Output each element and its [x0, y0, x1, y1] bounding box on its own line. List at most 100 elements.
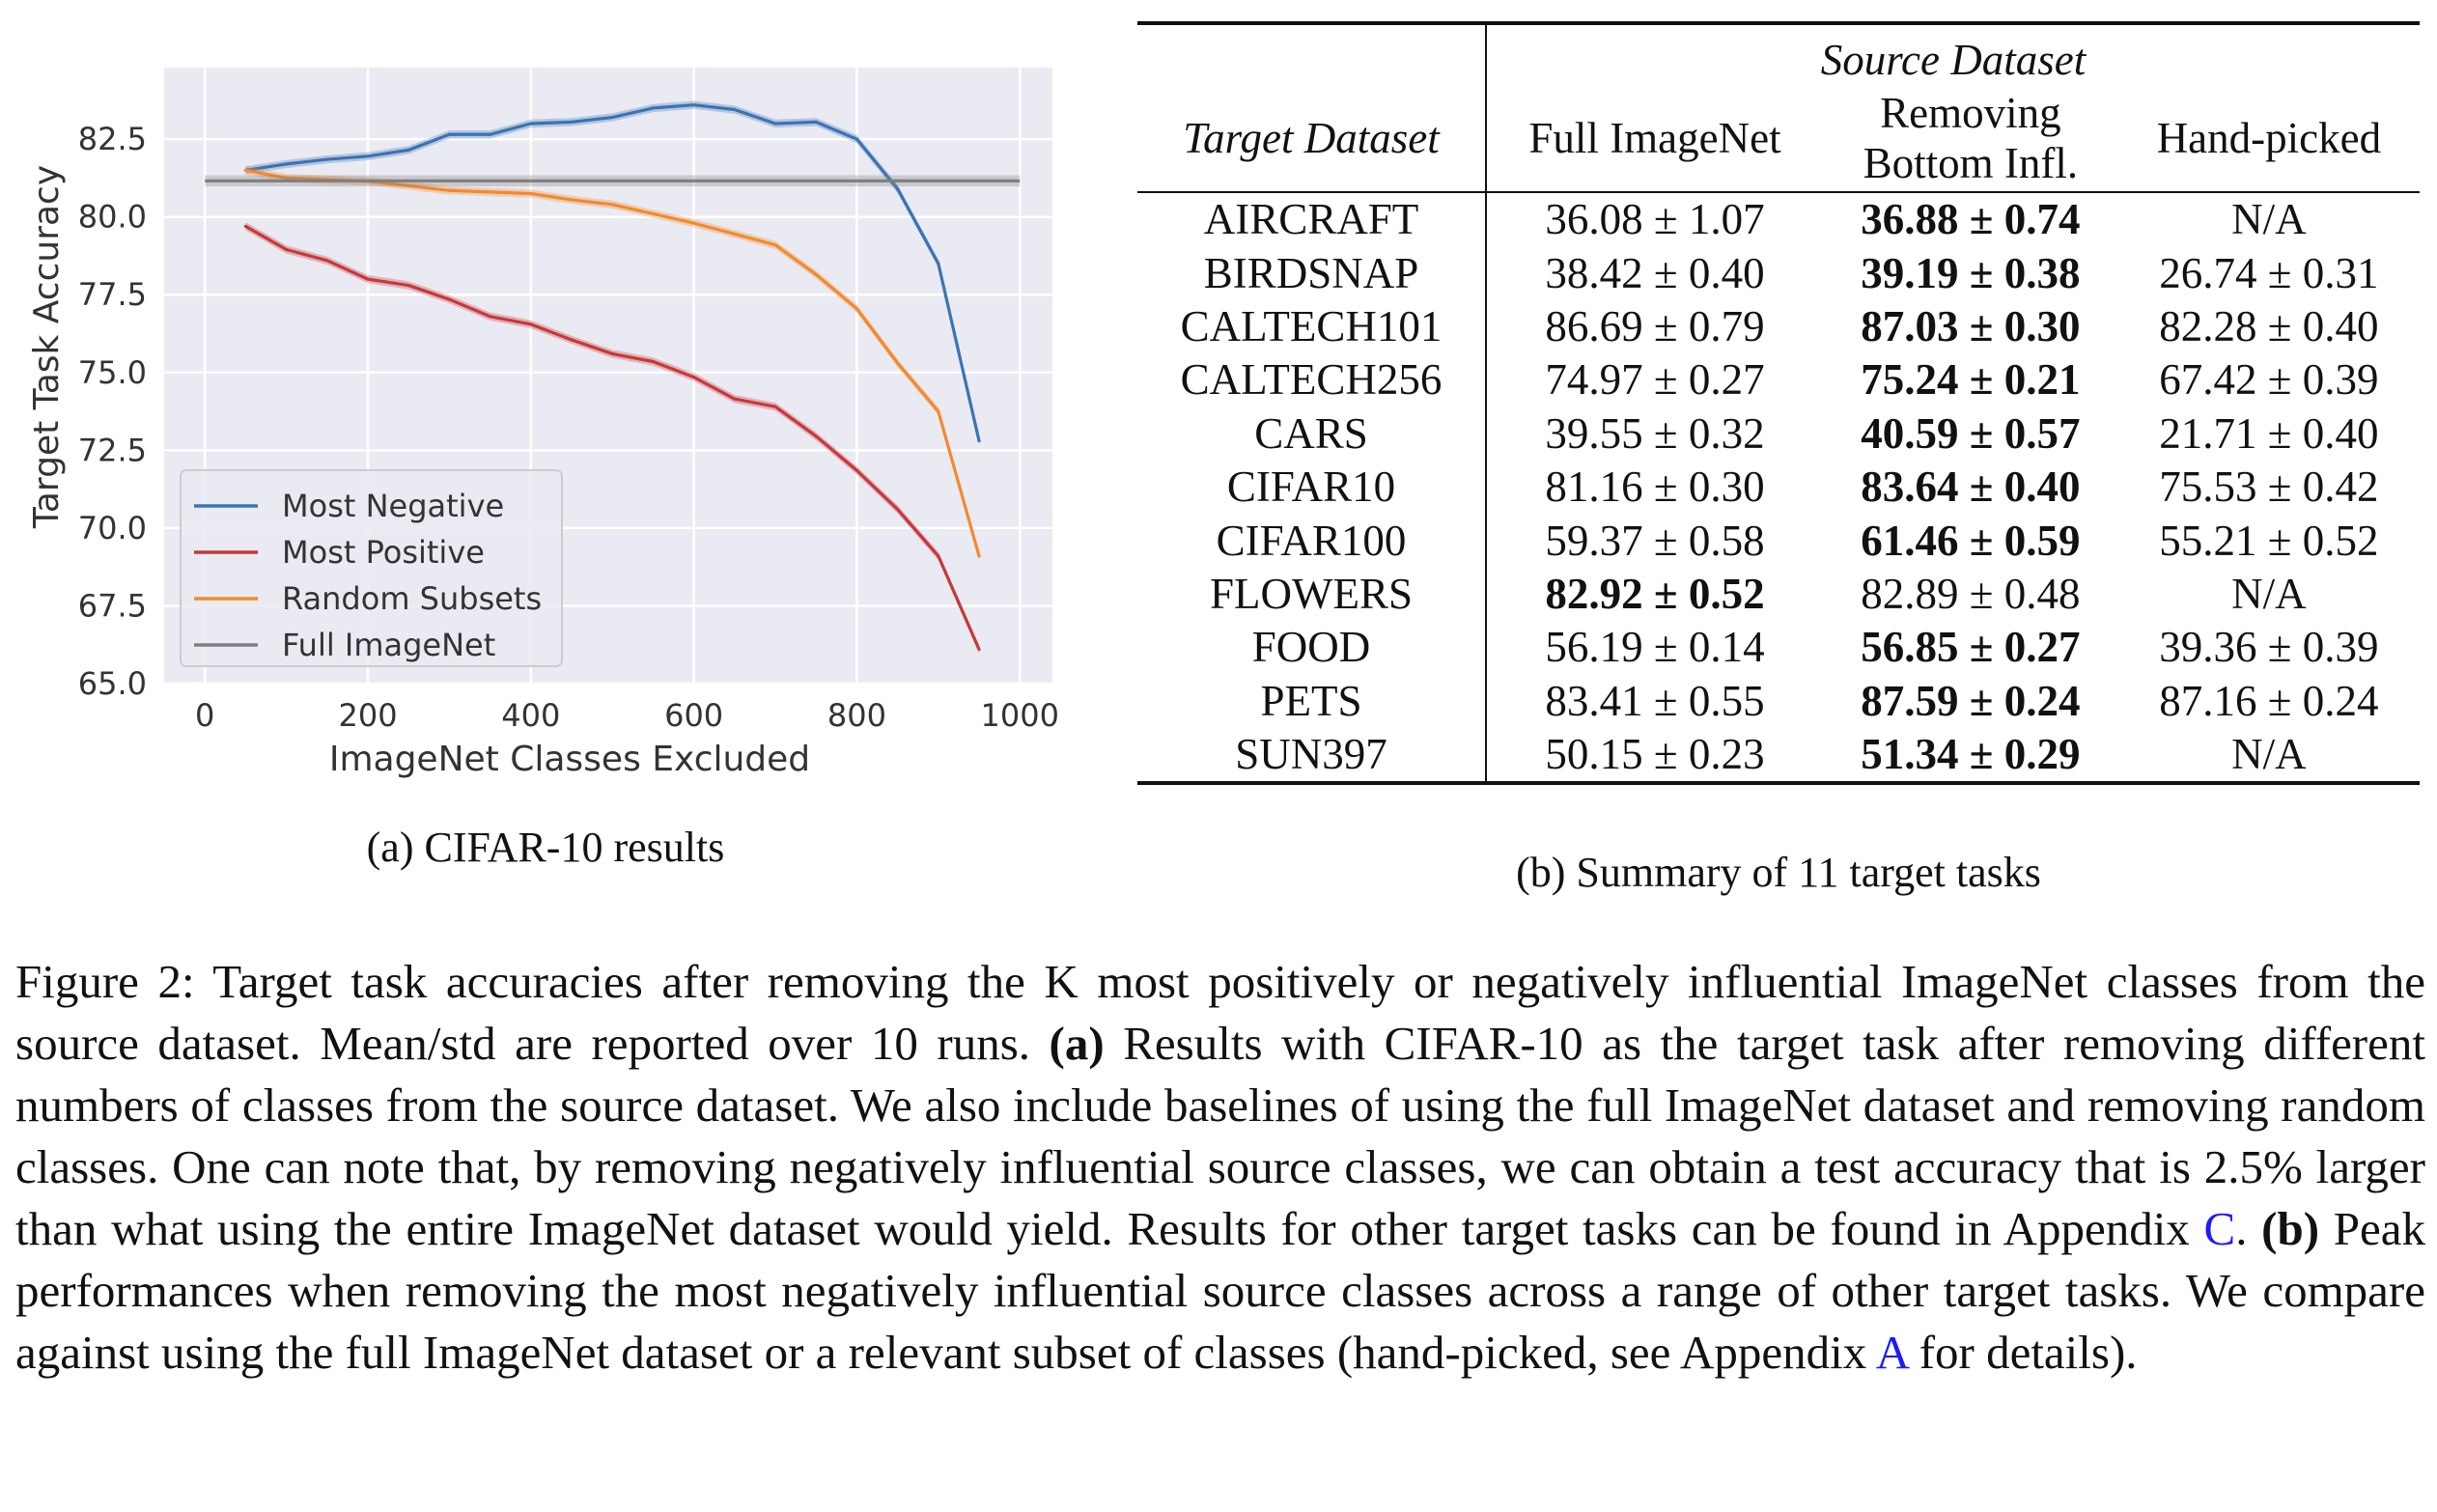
- hand-picked-cell: 87.16 ± 0.24: [2159, 676, 2379, 725]
- table-header-row-1: Source Dataset: [1137, 23, 2420, 85]
- series-point: [610, 115, 614, 120]
- dataset-name-cell: CARS: [1137, 406, 1487, 461]
- series-point: [854, 307, 859, 311]
- series-point: [977, 439, 981, 443]
- summary-table-panel: Source Dataset Target Dataset Full Image…: [1137, 21, 2420, 786]
- legend-label: Full ImageNet: [282, 627, 495, 663]
- x-tick-label: 600: [664, 697, 723, 734]
- series-point: [854, 468, 859, 472]
- dataset-name-cell: CALTECH101: [1137, 299, 1487, 354]
- series-point: [325, 157, 329, 161]
- series-point: [610, 203, 614, 207]
- series-point: [773, 243, 777, 247]
- table-row: FLOWERS 82.92 ± 0.52 82.89 ± 0.48 N/A: [1137, 567, 2420, 622]
- removing-bottom-cell: 87.03 ± 0.30: [1861, 301, 2081, 350]
- x-tick-label: 200: [338, 697, 397, 734]
- subcaption-a: (a) CIFAR-10 results: [366, 824, 725, 871]
- series-point: [651, 211, 656, 216]
- series-point: [773, 405, 777, 408]
- series-point: [651, 359, 656, 364]
- series-point: [529, 322, 533, 326]
- hand-picked-cell: N/A: [2231, 730, 2307, 779]
- full-imagenet-cell: 83.41 ± 0.55: [1545, 676, 1765, 725]
- hand-picked-cell: 26.74 ± 0.31: [2159, 248, 2379, 297]
- appendix-c-link[interactable]: C: [2203, 1202, 2236, 1255]
- removing-bottom-cell: 40.59 ± 0.57: [1861, 408, 2081, 458]
- series-point: [529, 191, 533, 196]
- series-point: [937, 262, 940, 266]
- header-spacer: [1137, 23, 1487, 85]
- legend-box: [180, 469, 563, 667]
- series-point: [814, 434, 818, 438]
- legend-label: Random Subsets: [282, 580, 542, 617]
- legend-label: Most Positive: [282, 534, 485, 571]
- removing-bottom-cell: 83.64 ± 0.40: [1861, 462, 2081, 512]
- series-point: [447, 188, 452, 192]
- table-body: AIRCRAFT 36.08 ± 1.07 36.88 ± 0.74 N/A BIRDS…: [1137, 192, 2420, 784]
- caption-text-1: Figure 2: Target task accuracies after r…: [15, 955, 2425, 1070]
- appendix-a-link[interactable]: A: [1875, 1326, 1908, 1379]
- dataset-name-cell: PETS: [1137, 674, 1487, 728]
- full-imagenet-cell: 74.97 ± 0.27: [1545, 355, 1765, 405]
- dataset-name-cell: CALTECH256: [1137, 353, 1487, 407]
- series-point: [285, 162, 289, 166]
- table-row: CALTECH256 74.97 ± 0.27 75.24 ± 0.21 67.42 …: [1137, 353, 2420, 407]
- dataset-name-cell: SUN397: [1137, 727, 1487, 784]
- table-row: AIRCRAFT 36.08 ± 1.07 36.88 ± 0.74 N/A: [1137, 192, 2420, 247]
- series-point: [610, 351, 614, 356]
- series-point: [285, 247, 289, 252]
- table-row: CIFAR100 59.37 ± 0.58 61.46 ± 0.59 55.21 ± …: [1137, 514, 2420, 568]
- full-imagenet-cell: 56.19 ± 0.14: [1545, 623, 1765, 672]
- y-tick-label: 75.0: [78, 354, 147, 391]
- series-point: [570, 198, 574, 202]
- y-tick-label: 82.5: [78, 121, 147, 157]
- hand-picked-cell: 21.71 ± 0.40: [2159, 408, 2379, 458]
- table-row: SUN397 50.15 ± 0.23 51.34 ± 0.29 N/A: [1137, 727, 2420, 784]
- series-point: [570, 120, 574, 124]
- table-row: FOOD 56.19 ± 0.14 56.85 ± 0.27 39.36 ± 0.39: [1137, 621, 2420, 675]
- summary-table: Source Dataset Target Dataset Full Image…: [1137, 21, 2420, 786]
- series-point: [406, 283, 410, 288]
- caption-text-3: .: [2235, 1202, 2262, 1255]
- series-point: [529, 122, 533, 126]
- y-axis-label: Target Task Accuracy: [27, 165, 67, 529]
- subcaption-b: (b) Summary of 11 target tasks: [1516, 849, 2041, 896]
- series-point: [733, 107, 737, 112]
- dataset-name-cell: CIFAR100: [1137, 514, 1487, 568]
- series-point: [447, 297, 452, 301]
- series-point: [243, 168, 248, 172]
- hand-picked-cell: 82.28 ± 0.40: [2159, 301, 2379, 350]
- hand-picked-cell: 39.36 ± 0.39: [2159, 623, 2379, 672]
- hand-picked-cell: 75.53 ± 0.42: [2159, 462, 2379, 512]
- series-point: [570, 338, 574, 342]
- table-row: CARS 39.55 ± 0.32 40.59 ± 0.57 21.71 ± 0.40: [1137, 406, 2420, 461]
- full-imagenet-cell: 82.92 ± 0.52: [1545, 569, 1765, 618]
- removing-bottom-header: Removing Bottom Infl.: [1823, 85, 2118, 193]
- series-point: [447, 132, 452, 136]
- dataset-name-cell: CIFAR10: [1137, 460, 1487, 515]
- x-axis-label: ImageNet Classes Excluded: [329, 740, 810, 779]
- series-point: [366, 154, 370, 158]
- removing-bottom-cell: 61.46 ± 0.59: [1861, 516, 2081, 565]
- removing-bottom-cell: 82.89 ± 0.48: [1861, 569, 2081, 618]
- x-tick-label: 1000: [981, 697, 1059, 734]
- table-row: CIFAR10 81.16 ± 0.30 83.64 ± 0.40 75.53 ± 0…: [1137, 460, 2420, 515]
- removing-bottom-cell: 75.24 ± 0.21: [1861, 355, 2081, 405]
- series-point: [406, 148, 410, 152]
- y-tick-label: 67.5: [78, 587, 147, 624]
- source-dataset-header: Source Dataset: [1820, 36, 2087, 84]
- full-imagenet-header: Full ImageNet: [1485, 85, 1824, 193]
- table-header-row-2: Target Dataset Full ImageNet Removing Bo…: [1137, 85, 2420, 193]
- x-tick-label: 0: [195, 697, 214, 734]
- series-point: [733, 232, 737, 236]
- series-point: [692, 103, 696, 107]
- series-point: [692, 376, 696, 379]
- dataset-name-cell: FLOWERS: [1137, 567, 1487, 622]
- removing-bottom-cell: 87.59 ± 0.24: [1861, 676, 2081, 725]
- series-point: [243, 224, 248, 228]
- x-tick-label: 400: [501, 697, 560, 734]
- series-point: [489, 132, 492, 136]
- caption-text-2: Results with CIFAR-10 as the target task…: [15, 1017, 2425, 1255]
- table-row: BIRDSNAP 38.42 ± 0.40 39.19 ± 0.38 26.74 ± …: [1137, 246, 2420, 300]
- removing-header-line2: Bottom Infl.: [1863, 139, 2079, 187]
